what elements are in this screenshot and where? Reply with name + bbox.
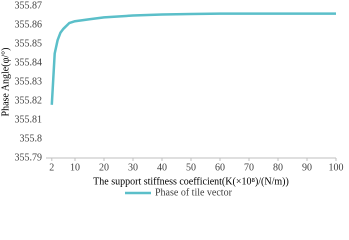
x-tick-label: 100 — [329, 162, 344, 173]
x-tick-label: 90 — [302, 162, 312, 173]
x-axis-label: The support stiffness coefficient(K(×10⁸… — [93, 176, 289, 187]
x-tick-label: 50 — [186, 162, 196, 173]
y-tick-label: 355.83 — [15, 76, 43, 87]
y-tick-label: 355.85 — [15, 38, 43, 49]
y-tick-label: 355.82 — [15, 95, 43, 106]
x-tick-label: 20 — [99, 162, 109, 173]
x-tick-label: 70 — [244, 162, 254, 173]
x-tick-label: 2 — [49, 162, 54, 173]
x-tick-label: 60 — [215, 162, 225, 173]
y-tick-label: 355.81 — [15, 114, 43, 125]
y-tick-label: 355.87 — [15, 0, 43, 11]
x-tick-label: 10 — [70, 162, 80, 173]
chart: 355.79 355.8 355.81 355.82 355.83 355.84 355.8… — [0, 0, 344, 198]
legend-label: Phase of tile vector — [155, 187, 233, 198]
x-tick-label: 30 — [128, 162, 138, 173]
y-tick-label: 355.84 — [15, 57, 43, 68]
x-tick-label: 40 — [157, 162, 167, 173]
y-tick-label: 355.86 — [15, 19, 43, 30]
x-tick-label: 80 — [273, 162, 283, 173]
y-axis-label: Phase Angle(φ/°) — [0, 48, 11, 117]
y-tick-label: 355.8 — [20, 133, 43, 144]
y-tick-label: 355.79 — [15, 152, 43, 163]
line — [50, 12, 336, 105]
